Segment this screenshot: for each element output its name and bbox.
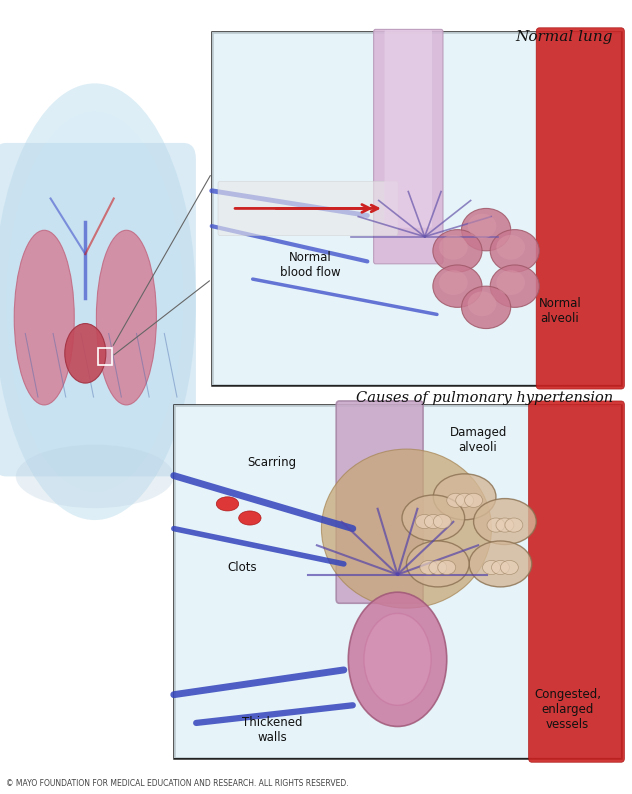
Ellipse shape xyxy=(496,235,525,260)
Ellipse shape xyxy=(6,111,183,492)
Ellipse shape xyxy=(438,561,456,575)
Ellipse shape xyxy=(420,561,438,575)
Ellipse shape xyxy=(364,614,431,705)
FancyBboxPatch shape xyxy=(384,30,432,228)
FancyBboxPatch shape xyxy=(212,32,621,385)
Ellipse shape xyxy=(496,270,525,295)
Ellipse shape xyxy=(473,499,536,545)
Ellipse shape xyxy=(14,230,75,405)
Ellipse shape xyxy=(465,493,483,507)
Ellipse shape xyxy=(406,541,469,587)
Ellipse shape xyxy=(492,561,509,575)
Text: Normal lung: Normal lung xyxy=(516,30,613,44)
FancyBboxPatch shape xyxy=(374,29,443,264)
Ellipse shape xyxy=(64,324,106,383)
FancyBboxPatch shape xyxy=(536,28,624,389)
Ellipse shape xyxy=(456,493,473,507)
Ellipse shape xyxy=(348,592,447,727)
Ellipse shape xyxy=(496,518,514,532)
Ellipse shape xyxy=(501,561,518,575)
Text: Thickened
walls: Thickened walls xyxy=(242,716,303,744)
Bar xyxy=(174,405,621,758)
Ellipse shape xyxy=(322,449,492,608)
Ellipse shape xyxy=(16,445,174,508)
Ellipse shape xyxy=(402,495,465,541)
Text: Damaged
alveoli: Damaged alveoli xyxy=(449,426,507,454)
FancyBboxPatch shape xyxy=(0,143,196,476)
Ellipse shape xyxy=(424,515,442,529)
Ellipse shape xyxy=(490,229,539,272)
Text: Scarring: Scarring xyxy=(248,456,297,468)
Ellipse shape xyxy=(96,230,157,405)
Text: © MAYO FOUNDATION FOR MEDICAL EDUCATION AND RESEARCH. ALL RIGHTS RESERVED.: © MAYO FOUNDATION FOR MEDICAL EDUCATION … xyxy=(6,779,349,788)
Ellipse shape xyxy=(505,518,523,532)
Ellipse shape xyxy=(415,515,434,529)
Ellipse shape xyxy=(434,515,451,529)
Bar xyxy=(98,348,112,365)
Bar xyxy=(212,32,621,385)
Ellipse shape xyxy=(490,265,539,307)
Ellipse shape xyxy=(487,518,505,532)
Ellipse shape xyxy=(439,235,468,260)
Ellipse shape xyxy=(433,229,482,272)
Ellipse shape xyxy=(433,265,482,307)
Ellipse shape xyxy=(447,493,465,507)
FancyBboxPatch shape xyxy=(218,181,398,236)
Text: Normal
alveoli: Normal alveoli xyxy=(538,297,581,325)
Ellipse shape xyxy=(429,561,447,575)
Ellipse shape xyxy=(439,270,468,295)
Ellipse shape xyxy=(461,286,511,329)
Text: Congested,
enlarged
vessels: Congested, enlarged vessels xyxy=(534,688,601,730)
Ellipse shape xyxy=(434,474,496,520)
Ellipse shape xyxy=(216,497,239,511)
Ellipse shape xyxy=(239,511,261,525)
Ellipse shape xyxy=(0,83,196,520)
Ellipse shape xyxy=(461,209,511,251)
Ellipse shape xyxy=(468,291,496,316)
Text: Causes of pulmonary hypertension: Causes of pulmonary hypertension xyxy=(356,391,613,405)
Ellipse shape xyxy=(483,561,501,575)
FancyBboxPatch shape xyxy=(174,405,621,758)
FancyBboxPatch shape xyxy=(528,401,624,762)
FancyBboxPatch shape xyxy=(336,401,423,603)
Ellipse shape xyxy=(468,214,496,238)
Ellipse shape xyxy=(469,541,532,587)
Text: Clots: Clots xyxy=(228,561,257,574)
Text: Normal
blood flow: Normal blood flow xyxy=(280,251,340,279)
